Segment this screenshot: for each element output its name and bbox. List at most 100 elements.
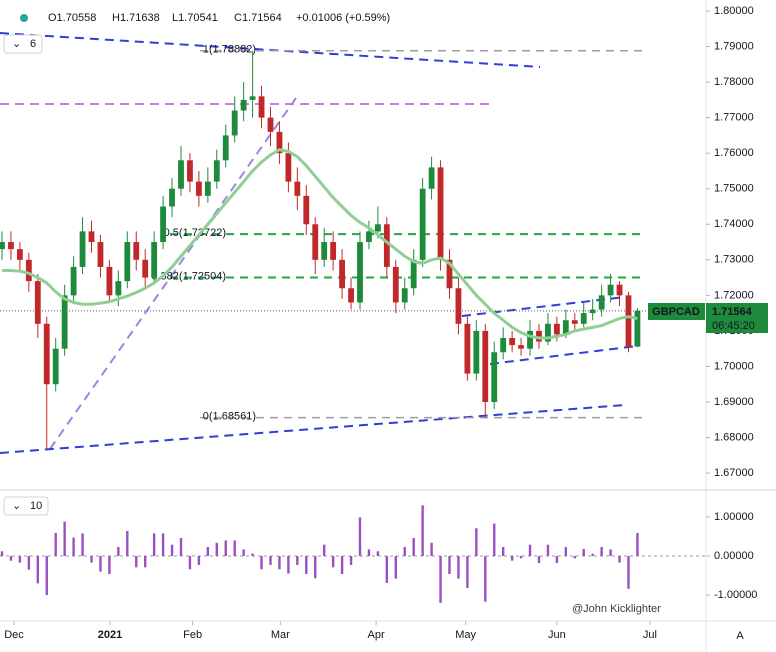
osc-bar <box>510 556 514 561</box>
channel-line <box>461 296 626 317</box>
candle-body <box>294 181 301 196</box>
candle-body <box>285 153 292 182</box>
osc-bar <box>636 532 639 556</box>
osc-bar <box>251 553 254 556</box>
candle-body <box>88 231 95 243</box>
y-tick-label: 1.72000 <box>714 289 754 301</box>
candle-body <box>330 242 337 260</box>
osc-bar <box>439 556 442 603</box>
osc-bar <box>340 556 344 574</box>
osc-bar <box>179 538 183 556</box>
osc-bar <box>36 556 39 584</box>
osc-bar <box>161 533 165 556</box>
y2-tick-label: 1.00000 <box>714 511 754 523</box>
osc-bar <box>582 548 585 556</box>
candle-body <box>383 224 390 267</box>
osc-bar <box>233 540 236 556</box>
osc-bar <box>90 556 93 563</box>
candle-body <box>401 288 408 303</box>
candle-body <box>169 188 175 207</box>
osc-bar <box>314 556 317 579</box>
osc-bar <box>278 556 281 570</box>
candle-body <box>8 242 14 250</box>
price-tag: 1.71564 <box>712 306 753 318</box>
indicator-tag[interactable] <box>3 496 49 516</box>
candle-body <box>160 206 167 243</box>
ohlc-value: O1.70558 <box>48 12 96 24</box>
ohlc-value: H1.71638 <box>112 12 160 24</box>
osc-bar <box>349 556 353 565</box>
osc-bar <box>457 556 460 579</box>
candle-body <box>455 288 462 324</box>
osc-bar <box>305 556 308 574</box>
osc-bar <box>215 542 218 556</box>
candle-body <box>571 320 578 324</box>
osc-bar <box>519 556 523 559</box>
osc-bar <box>188 556 192 570</box>
candle-body <box>366 231 372 243</box>
x-tick-label: Jul <box>643 629 657 641</box>
osc-bar <box>564 547 568 556</box>
y-tick-label: 1.79000 <box>714 40 754 52</box>
ohlc-value: L1.70541 <box>172 12 218 24</box>
osc-bar <box>555 556 559 564</box>
candle-body <box>61 295 68 349</box>
candle-body <box>303 195 310 225</box>
osc-bar <box>269 556 272 565</box>
osc-bar <box>143 556 147 568</box>
candle-body <box>321 242 328 260</box>
candle-body <box>348 288 354 303</box>
candle-body <box>482 330 489 402</box>
candle-body <box>267 117 274 132</box>
osc-bar <box>600 547 603 556</box>
osc-bar <box>331 556 335 568</box>
candle-body <box>446 259 453 289</box>
osc-bar <box>170 544 174 556</box>
indicator-tag[interactable] <box>3 34 43 54</box>
y-tick-label: 1.77000 <box>714 112 754 124</box>
osc-bar <box>322 544 326 556</box>
candle-body <box>536 330 542 342</box>
osc-bar <box>430 542 433 556</box>
osc-bar <box>591 553 594 556</box>
trend-line <box>0 32 541 68</box>
y-tick-label: 1.69000 <box>714 396 754 408</box>
osc-bar <box>573 556 576 559</box>
osc-bar <box>421 505 424 556</box>
ohlc-value: C1.71564 <box>234 12 282 24</box>
y-tick-label: 1.73000 <box>714 254 754 266</box>
channel-line <box>489 345 638 365</box>
candle-body <box>357 242 363 303</box>
osc-bar <box>627 556 630 589</box>
candle-body <box>142 259 149 278</box>
osc-bar <box>135 556 138 568</box>
osc-bar <box>242 549 245 556</box>
indicator-arrow: ⌄ <box>12 38 21 50</box>
osc-bar <box>358 517 362 556</box>
auto-scale-button[interactable]: A <box>736 630 744 642</box>
candle-body <box>580 313 587 324</box>
y2-tick-label: -1.00000 <box>714 589 757 601</box>
fib-label: 1(1.78882) <box>203 44 256 56</box>
candle-body <box>34 281 41 324</box>
osc-bar <box>99 556 102 572</box>
candle-body <box>97 242 104 267</box>
ohlc-value: +0.01006 (+0.59%) <box>296 12 390 24</box>
candle-body <box>339 259 345 289</box>
indicator-length: 10 <box>30 500 42 512</box>
candle-body <box>419 188 426 260</box>
candle-body <box>616 284 623 296</box>
x-tick-label: Dec <box>4 629 24 641</box>
y-tick-label: 1.75000 <box>714 183 754 195</box>
symbol-tag-bg <box>648 303 705 320</box>
candle-body <box>70 266 77 296</box>
candle-body <box>598 295 605 310</box>
osc-bar <box>206 547 210 556</box>
osc-bar <box>618 556 621 563</box>
y-tick-label: 1.68000 <box>714 431 754 443</box>
candle-body <box>195 181 202 196</box>
osc-bar <box>0 551 4 556</box>
candle-body <box>410 259 417 289</box>
